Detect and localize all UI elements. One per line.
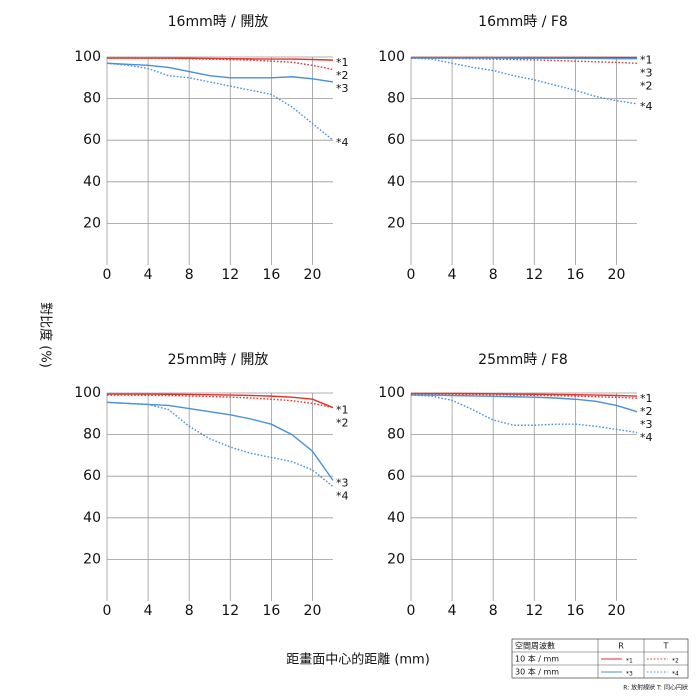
table-row-label: 30 本 / mm	[515, 667, 559, 677]
series-line	[107, 394, 334, 409]
panel: 16mm時 / 開放 20 40 60 80 100 0 4 8 12 16 20 *1*2*3 *4	[74, 14, 348, 283]
x-tick-label: 4	[448, 603, 457, 619]
x-tick-label: 8	[489, 603, 498, 619]
y-tick-label: 40	[83, 510, 101, 526]
series-label: *1	[336, 56, 349, 69]
x-tick-label: 16	[566, 603, 584, 619]
series-label: *4	[336, 136, 349, 149]
y-tick-label: 100	[74, 385, 101, 401]
y-tick-label: 80	[387, 427, 405, 443]
y-tick-label: 80	[83, 427, 101, 443]
y-tick-label: 40	[387, 510, 405, 526]
series-label: *2	[640, 80, 653, 93]
series-label: *3	[640, 418, 653, 431]
legend-key: *3	[626, 671, 633, 678]
series-line	[106, 62, 334, 83]
x-tick-label: 12	[525, 603, 543, 619]
y-tick-label: 20	[387, 551, 405, 567]
y-tick-label: 20	[387, 215, 405, 231]
legend-key: *1	[626, 658, 633, 665]
panel-title: 25mm時 / F8	[478, 352, 568, 368]
x-tick-label: 8	[185, 603, 194, 619]
y-tick-label: 60	[387, 468, 405, 484]
x-tick-label: 0	[407, 603, 416, 619]
y-tick-label: 60	[387, 132, 405, 148]
series-label: *1	[640, 392, 653, 405]
y-tick-label: 40	[83, 174, 101, 190]
y-tick-label: 80	[387, 91, 405, 107]
x-tick-label: 4	[144, 267, 153, 283]
table-row-label: 10 本 / mm	[515, 654, 559, 664]
x-tick-label: 8	[489, 267, 498, 283]
series-label: *3	[336, 82, 349, 95]
series-line	[106, 401, 334, 481]
panel-title: 16mm時 / 開放	[168, 14, 269, 30]
series-label: *1	[336, 404, 349, 417]
x-tick-label: 4	[144, 603, 153, 619]
table-border	[511, 638, 689, 679]
legend-key: *4	[672, 671, 679, 678]
x-tick-label: 16	[262, 603, 280, 619]
y-tick-label: 100	[378, 49, 405, 65]
x-tick-label: 20	[608, 267, 626, 283]
series-line	[107, 393, 334, 409]
legend-key: *2	[672, 658, 679, 665]
series-label: *2	[640, 405, 653, 418]
series-line	[410, 57, 638, 105]
legend-table: 空間周波數 R T 10 本 / mm 30 本 / mm *1 *2 *3 *…	[511, 638, 689, 692]
panel-title: 25mm時 / 開放	[168, 352, 269, 368]
y-tick-label: 100	[378, 385, 405, 401]
series-line	[411, 394, 638, 413]
table-note: R: 放射線狀 T: 同心円狀	[623, 684, 688, 692]
panel: 16mm時 / F8 20 40 60 80 100 0 4 8 12 16 20 *1*3*2 *4	[378, 14, 652, 283]
series-line	[411, 393, 638, 399]
series-line	[106, 62, 334, 141]
table-header: R	[618, 642, 624, 651]
series-line	[107, 57, 334, 71]
series-label: *3	[640, 67, 653, 80]
table-header: 空間周波數	[515, 641, 555, 651]
series-label: *3	[336, 476, 349, 489]
y-tick-label: 80	[83, 91, 101, 107]
x-tick-label: 12	[221, 267, 239, 283]
series-line	[410, 394, 638, 434]
panel: 25mm時 / F8 20 40 60 80 100 0 4 8 12 16 20 *1*2*3*4	[378, 352, 652, 619]
x-tick-label: 12	[221, 603, 239, 619]
series-line	[411, 392, 638, 397]
series-label: *4	[640, 431, 653, 444]
series-label: *4	[640, 100, 653, 113]
y-tick-label: 60	[83, 132, 101, 148]
x-axis-label: 距畫面中心的距離 (mm)	[286, 652, 430, 668]
y-tick-label: 40	[387, 174, 405, 190]
x-tick-label: 20	[608, 603, 626, 619]
x-tick-label: 20	[304, 267, 322, 283]
series-label: *2	[336, 69, 349, 82]
x-tick-label: 0	[103, 603, 112, 619]
x-tick-label: 8	[185, 267, 194, 283]
series-label: *2	[336, 417, 349, 430]
x-tick-label: 16	[262, 267, 280, 283]
y-axis-label: 對比度 (%)	[38, 302, 54, 368]
series-label: *4	[336, 489, 349, 502]
x-tick-label: 0	[103, 267, 112, 283]
series-line	[411, 57, 637, 60]
y-tick-label: 20	[83, 215, 101, 231]
x-tick-label: 0	[407, 267, 416, 283]
panel-title: 16mm時 / F8	[478, 14, 568, 30]
y-tick-label: 20	[83, 551, 101, 567]
y-tick-label: 60	[83, 468, 101, 484]
panel: 25mm時 / 開放 20 40 60 80 100 0 4 8 12 16 20 *1*2 *3*4	[74, 352, 348, 619]
x-tick-label: 12	[525, 267, 543, 283]
table-header: T	[663, 642, 669, 651]
series-line	[106, 401, 334, 488]
x-tick-label: 20	[304, 603, 322, 619]
y-tick-label: 100	[74, 49, 101, 65]
x-tick-label: 16	[566, 267, 584, 283]
x-tick-label: 4	[448, 267, 457, 283]
series-label: *1	[640, 54, 653, 67]
